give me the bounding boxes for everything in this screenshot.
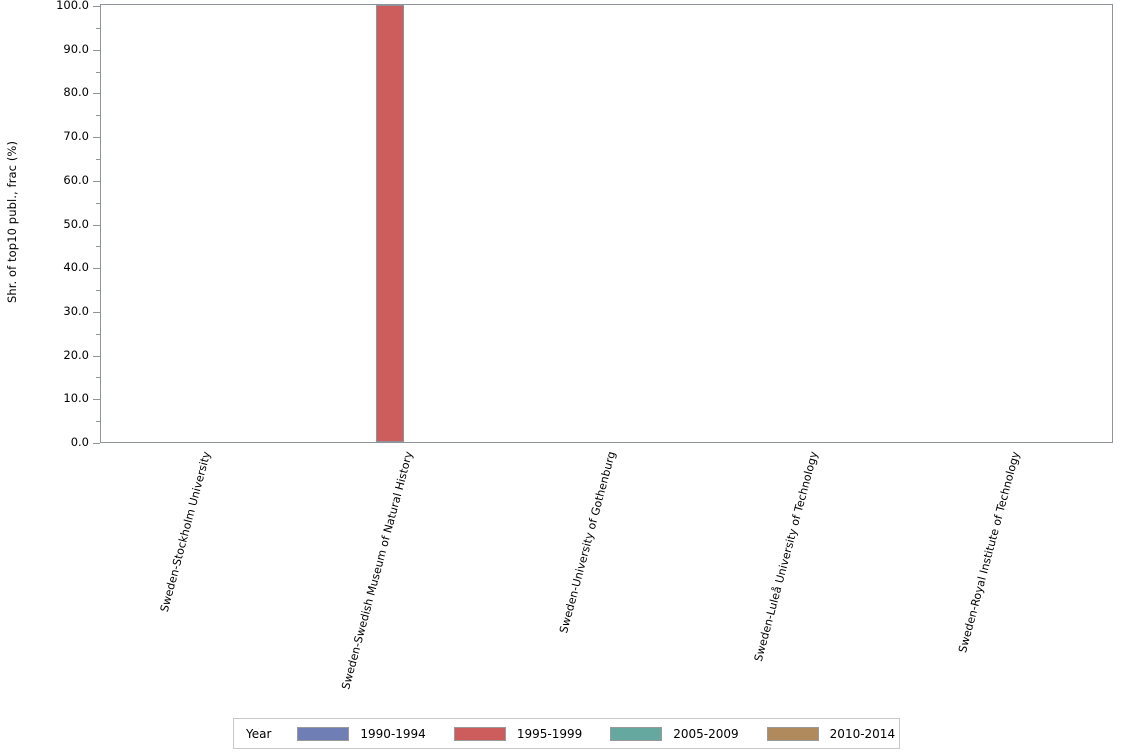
- y-tick-label: 40.0: [63, 260, 89, 275]
- y-tick-mark-minor: [96, 290, 100, 292]
- y-tick-mark: [93, 355, 100, 357]
- y-tick-mark: [93, 93, 100, 95]
- y-tick-mark: [93, 399, 100, 401]
- legend-swatch: [453, 726, 506, 741]
- y-tick-label: 20.0: [63, 347, 89, 362]
- y-tick-mark-minor: [96, 377, 100, 379]
- y-tick-mark: [93, 224, 100, 226]
- y-tick-label: 100.0: [56, 0, 89, 12]
- y-tick-mark-minor: [96, 246, 100, 248]
- y-tick-mark-minor: [96, 333, 100, 335]
- y-tick-mark-minor: [96, 202, 100, 204]
- bars-layer: [101, 5, 1112, 442]
- legend-entry[interactable]: 2005-2009: [610, 726, 739, 741]
- x-axis-label-text: Sweden-University of Gothenburg: [556, 450, 619, 635]
- y-tick-mark: [93, 180, 100, 182]
- x-axis-labels: Sweden-Stockholm University Sweden-Swedis…: [100, 444, 1113, 704]
- y-tick-mark: [93, 268, 100, 270]
- legend-swatch: [766, 726, 819, 741]
- y-tick-label: 30.0: [63, 303, 89, 318]
- legend-label: 1990-1994: [360, 726, 426, 741]
- legend-label: 1995-1999: [516, 726, 583, 741]
- y-tick-mark: [93, 6, 100, 7]
- legend-label: 2005-2009: [673, 726, 739, 741]
- y-tick-label: 80.0: [63, 85, 89, 100]
- legend-entry[interactable]: 1990-1994: [297, 726, 426, 741]
- legend-swatch: [297, 726, 350, 741]
- y-tick-mark-minor: [96, 158, 100, 160]
- y-tick-mark: [93, 137, 100, 139]
- y-tick-label: 0.0: [70, 435, 89, 449]
- y-tick-mark-minor: [96, 27, 100, 29]
- bar: [376, 5, 405, 442]
- y-tick-mark-minor: [96, 115, 100, 117]
- y-tick-mark: [93, 49, 100, 51]
- y-axis-ticks: 0.0 10.0 20.0 30.0 40.0 50.0 60.0 70.0 80.0 90.0 1…: [0, 0, 100, 449]
- x-axis-label-text: Sweden-Swedish Museum of Natural History: [339, 450, 416, 691]
- y-tick-mark-minor: [96, 71, 100, 73]
- legend-entry[interactable]: 2010-2014: [766, 726, 896, 741]
- legend-swatch: [610, 726, 663, 741]
- y-tick-mark: [93, 311, 100, 313]
- y-tick-label: 10.0: [63, 391, 89, 406]
- y-tick-label: 50.0: [63, 216, 89, 231]
- legend-label: 2010-2014: [829, 726, 896, 741]
- plot-area: [100, 4, 1113, 443]
- x-axis-label-text: Sweden-Royal Institute of Technology: [956, 450, 1023, 655]
- y-tick-mark: [93, 443, 100, 444]
- y-tick-label: 70.0: [63, 129, 89, 144]
- y-tick-mark-minor: [96, 421, 100, 423]
- x-axis-label-text: Sweden-Luleå University of Technology: [751, 450, 821, 663]
- y-tick-label: 90.0: [63, 41, 89, 56]
- legend-title: Year: [246, 726, 272, 741]
- legend: Year 1990-1994 1995-1999 2005-2009 2010-201…: [233, 718, 900, 749]
- x-axis-label-text: Sweden-Stockholm University: [158, 450, 214, 614]
- y-tick-label: 60.0: [63, 172, 89, 187]
- legend-entry[interactable]: 1995-1999: [453, 726, 583, 741]
